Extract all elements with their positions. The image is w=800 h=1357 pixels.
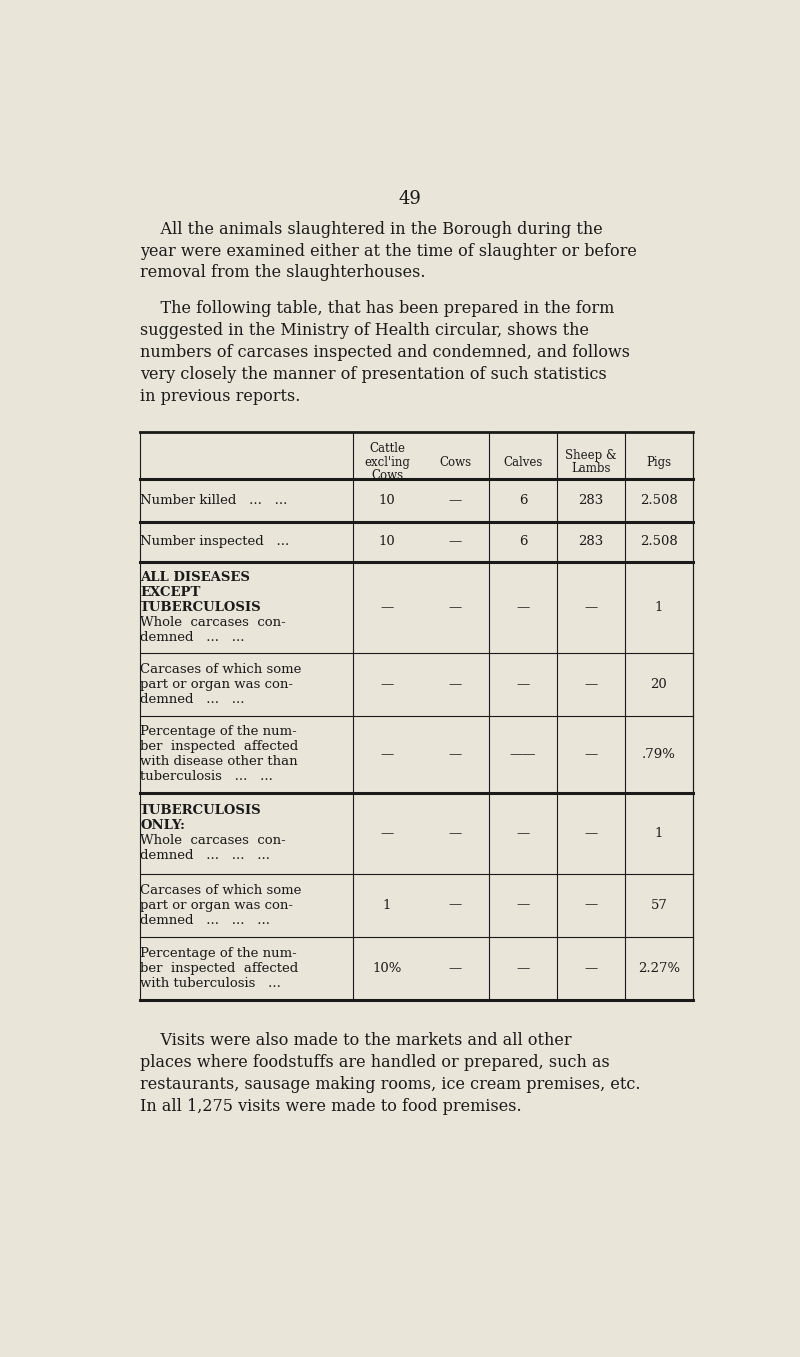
Text: TUBERCULOSIS: TUBERCULOSIS — [140, 805, 262, 817]
Text: Cows: Cows — [439, 456, 471, 468]
Text: 20: 20 — [650, 677, 667, 691]
Text: ——: —— — [510, 748, 536, 761]
Text: —: — — [584, 962, 598, 974]
Text: —: — — [516, 826, 530, 840]
Text: All the animals slaughtered in the Borough during the: All the animals slaughtered in the Borou… — [140, 221, 603, 237]
Text: —: — — [584, 826, 598, 840]
Text: In all 1,275 visits were made to food premises.: In all 1,275 visits were made to food pr… — [140, 1098, 522, 1115]
Text: 57: 57 — [650, 898, 667, 912]
Text: part or organ was con-: part or organ was con- — [140, 677, 294, 691]
Text: —: — — [448, 826, 462, 840]
Text: ber  inspected  affected: ber inspected affected — [140, 962, 298, 974]
Text: Cattle: Cattle — [369, 442, 405, 455]
Text: 10%: 10% — [372, 962, 402, 974]
Text: demned   ...   ...   ...: demned ... ... ... — [140, 913, 270, 927]
Text: —: — — [584, 601, 598, 613]
Text: 6: 6 — [518, 494, 527, 508]
Text: —: — — [448, 601, 462, 613]
Text: in previous reports.: in previous reports. — [140, 388, 301, 406]
Text: 1: 1 — [654, 826, 663, 840]
Text: suggested in the Ministry of Health circular, shows the: suggested in the Ministry of Health circ… — [140, 322, 590, 339]
Text: tuberculosis   ...   ...: tuberculosis ... ... — [140, 771, 273, 783]
Text: 1: 1 — [383, 898, 391, 912]
Text: EXCEPT: EXCEPT — [140, 586, 201, 598]
Text: with tuberculosis   ...: with tuberculosis ... — [140, 977, 281, 989]
Text: —: — — [380, 748, 394, 761]
Text: Whole  carcases  con-: Whole carcases con- — [140, 835, 286, 847]
Text: 283: 283 — [578, 494, 603, 508]
Text: year were examined either at the time of slaughter or before: year were examined either at the time of… — [140, 243, 637, 259]
Text: —: — — [448, 748, 462, 761]
Text: numbers of carcases inspected and condemned, and follows: numbers of carcases inspected and condem… — [140, 345, 630, 361]
Text: 49: 49 — [398, 190, 422, 208]
Text: —: — — [448, 494, 462, 508]
Text: Percentage of the num-: Percentage of the num- — [140, 947, 297, 959]
Text: demned   ...   ...: demned ... ... — [140, 692, 245, 706]
Text: demned   ...   ...: demned ... ... — [140, 631, 245, 643]
Text: Whole  carcases  con-: Whole carcases con- — [140, 616, 286, 628]
Text: 10: 10 — [378, 494, 395, 508]
Text: Visits were also made to the markets and all other: Visits were also made to the markets and… — [140, 1033, 572, 1049]
Text: ALL DISEASES: ALL DISEASES — [140, 570, 250, 584]
Text: —: — — [380, 677, 394, 691]
Text: very closely the manner of presentation of such statistics: very closely the manner of presentation … — [140, 366, 607, 383]
Text: 10: 10 — [378, 535, 395, 548]
Text: —: — — [380, 826, 394, 840]
Text: places where foodstuffs are handled or prepared, such as: places where foodstuffs are handled or p… — [140, 1054, 610, 1071]
Text: —: — — [516, 677, 530, 691]
Text: Carcases of which some: Carcases of which some — [140, 883, 302, 897]
Text: 6: 6 — [518, 535, 527, 548]
Text: Sheep &: Sheep & — [565, 449, 617, 461]
Text: Carcases of which some: Carcases of which some — [140, 662, 302, 676]
Text: —: — — [584, 748, 598, 761]
Text: 2.27%: 2.27% — [638, 962, 680, 974]
Text: part or organ was con-: part or organ was con- — [140, 898, 294, 912]
Text: demned   ...   ...   ...: demned ... ... ... — [140, 849, 270, 862]
Text: Number inspected   ...: Number inspected ... — [140, 535, 290, 548]
Text: Lambs: Lambs — [571, 463, 610, 475]
Text: —: — — [448, 535, 462, 548]
Text: The following table, that has been prepared in the form: The following table, that has been prepa… — [140, 300, 614, 318]
Text: 2.508: 2.508 — [640, 535, 678, 548]
Text: Cows: Cows — [371, 470, 403, 482]
Text: Number killed   ...   ...: Number killed ... ... — [140, 494, 288, 508]
Text: —: — — [584, 677, 598, 691]
Text: with disease other than: with disease other than — [140, 756, 298, 768]
Text: —: — — [448, 962, 462, 974]
Text: Pigs: Pigs — [646, 456, 671, 468]
Text: Percentage of the num-: Percentage of the num- — [140, 725, 297, 738]
Text: —: — — [516, 898, 530, 912]
Text: —: — — [448, 677, 462, 691]
Text: —: — — [584, 898, 598, 912]
Text: —: — — [448, 898, 462, 912]
Text: Calves: Calves — [503, 456, 542, 468]
Text: TUBERCULOSIS: TUBERCULOSIS — [140, 601, 262, 613]
Text: removal from the slaughterhouses.: removal from the slaughterhouses. — [140, 265, 426, 281]
Text: —: — — [380, 601, 394, 613]
Text: ONLY:: ONLY: — [140, 820, 186, 832]
Text: 1: 1 — [654, 601, 663, 613]
Text: ber  inspected  affected: ber inspected affected — [140, 740, 298, 753]
Text: excl'ing: excl'ing — [364, 456, 410, 468]
Text: restaurants, sausage making rooms, ice cream premises, etc.: restaurants, sausage making rooms, ice c… — [140, 1076, 641, 1092]
Text: .79%: .79% — [642, 748, 676, 761]
Text: —: — — [516, 601, 530, 613]
Text: 2.508: 2.508 — [640, 494, 678, 508]
Text: 283: 283 — [578, 535, 603, 548]
Text: —: — — [516, 962, 530, 974]
